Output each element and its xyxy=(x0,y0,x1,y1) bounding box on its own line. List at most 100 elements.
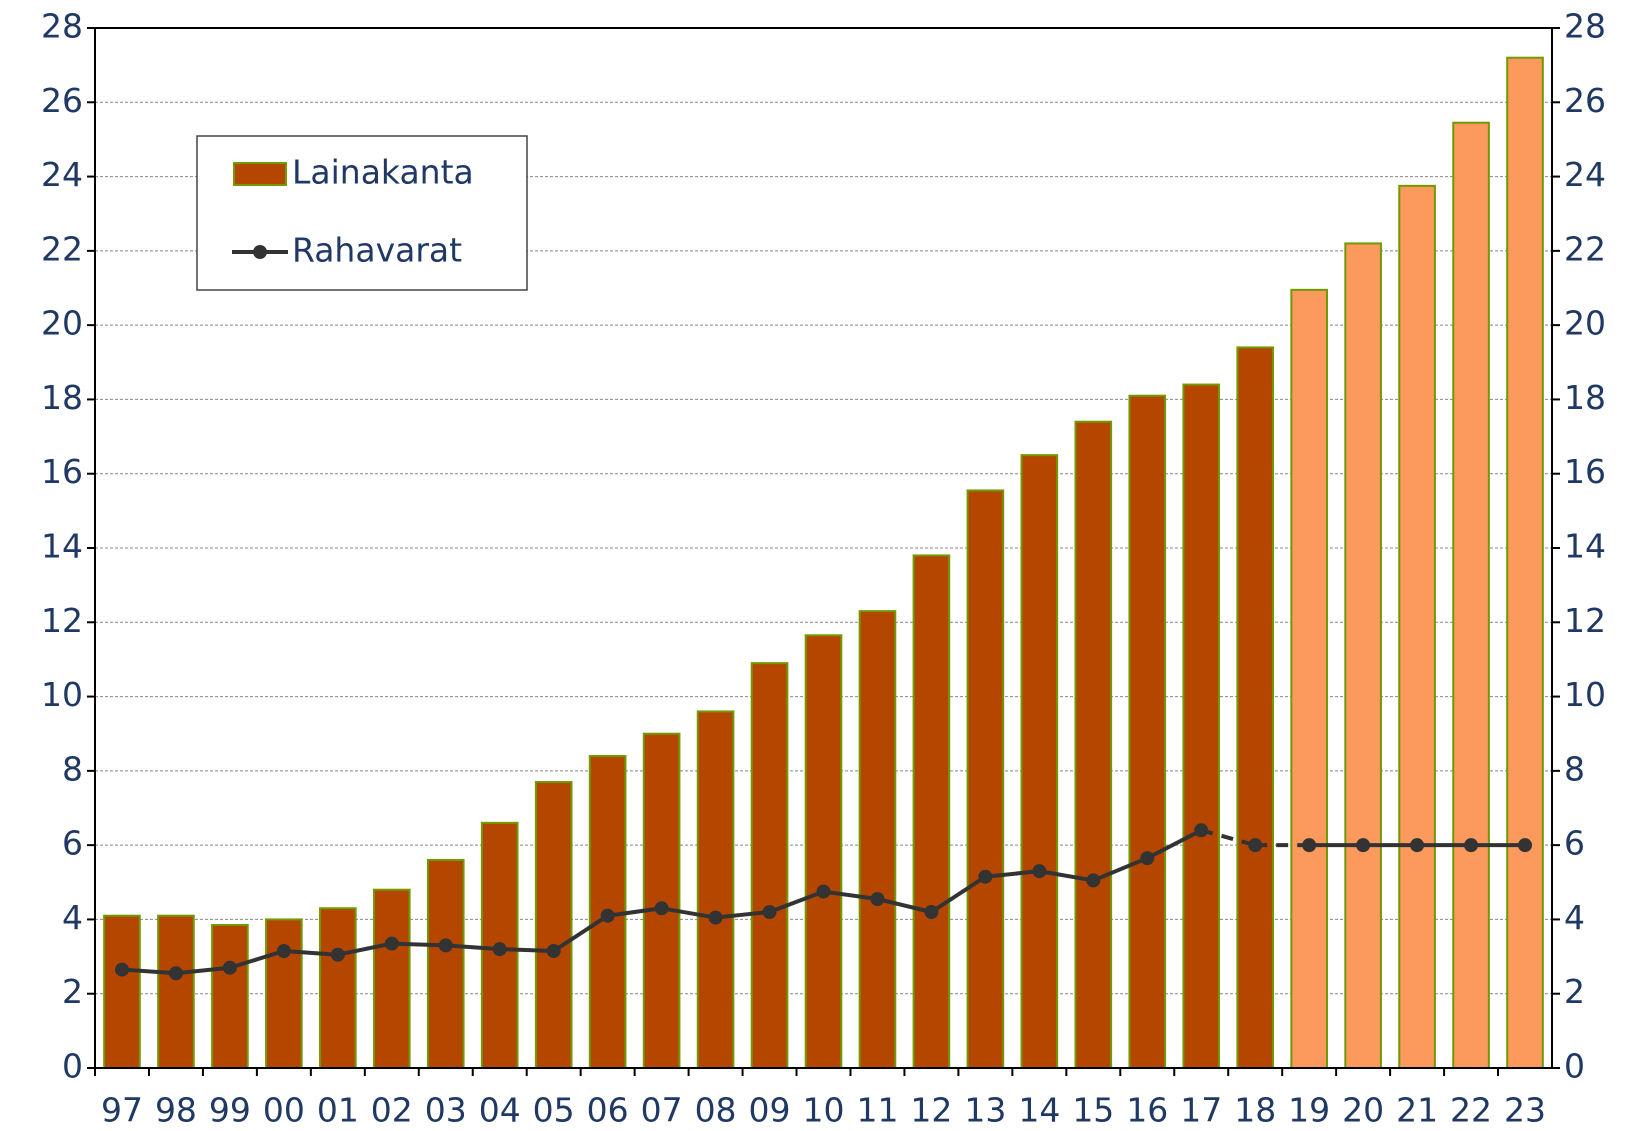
bar xyxy=(265,918,303,1070)
line-segment xyxy=(337,941,393,957)
line-marker xyxy=(330,947,345,962)
y2-tick-label: 2 xyxy=(1564,972,1585,1011)
line-marker xyxy=(1410,838,1425,853)
y-tick-label: 2 xyxy=(62,972,83,1011)
line-marker xyxy=(546,944,561,958)
line-marker xyxy=(1302,838,1317,853)
y2-tick-label: 0 xyxy=(1564,1047,1585,1086)
bar xyxy=(642,732,681,1069)
x-tick-label: 06 xyxy=(587,1091,629,1130)
y2-tick-label: 6 xyxy=(1564,824,1585,863)
line-marker xyxy=(1464,838,1479,853)
line-marker xyxy=(222,960,237,975)
line-marker xyxy=(1356,838,1371,853)
line-marker xyxy=(384,936,399,951)
x-tick-label: 99 xyxy=(209,1091,251,1130)
line-marker xyxy=(114,962,129,977)
line-marker xyxy=(1086,873,1101,888)
line-marker xyxy=(276,944,291,958)
y-tick-label: 10 xyxy=(41,675,83,714)
bar xyxy=(1236,346,1275,1069)
bar xyxy=(696,710,735,1070)
line-segment xyxy=(552,914,609,953)
line-segment xyxy=(283,949,338,957)
line-marker xyxy=(1248,838,1263,853)
line-marker xyxy=(600,908,615,923)
x-tick-label: 22 xyxy=(1450,1091,1492,1130)
x-tick-label: 08 xyxy=(695,1091,737,1130)
bar xyxy=(1290,288,1328,1070)
y-tick-label: 12 xyxy=(41,601,83,640)
legend-label: Lainakanta xyxy=(292,153,474,192)
y2-tick-label: 24 xyxy=(1564,155,1606,194)
y2-tick-label: 12 xyxy=(1564,601,1606,640)
bar xyxy=(372,888,411,1070)
x-tick-label: 03 xyxy=(425,1091,467,1130)
x-tick-label: 10 xyxy=(803,1091,845,1130)
x-tick-label: 14 xyxy=(1018,1091,1060,1130)
y2-tick-label: 16 xyxy=(1564,452,1606,491)
line-segment xyxy=(715,910,770,920)
bar xyxy=(858,610,897,1070)
y-tick-label: 16 xyxy=(41,452,83,491)
y2-tick-label: 20 xyxy=(1564,304,1606,343)
y2-tick-label: 14 xyxy=(1564,527,1606,566)
y-tick-label: 14 xyxy=(41,527,83,566)
y-tick-label: 26 xyxy=(41,81,83,120)
legend-label: Rahavarat xyxy=(292,231,462,270)
line-segment xyxy=(175,965,231,976)
bar xyxy=(1452,121,1490,1069)
bar xyxy=(1074,420,1113,1069)
line-segment xyxy=(930,875,987,914)
y-tick-label: 20 xyxy=(41,304,83,343)
x-tick-label: 12 xyxy=(910,1091,952,1130)
line-marker xyxy=(1140,851,1155,866)
y2-tick-label: 4 xyxy=(1564,898,1585,937)
x-tick-label: 09 xyxy=(749,1091,791,1130)
line-marker xyxy=(816,884,831,899)
bar xyxy=(750,662,789,1070)
line-segment xyxy=(876,897,932,914)
line-segment xyxy=(445,943,500,952)
bar xyxy=(804,634,843,1069)
y-tick-label: 0 xyxy=(62,1047,83,1086)
line-marker xyxy=(978,869,993,884)
line-marker xyxy=(168,966,183,981)
line-segment xyxy=(391,941,446,948)
bar xyxy=(1020,454,1059,1069)
line-segment xyxy=(1092,856,1149,883)
bar xyxy=(966,489,1005,1069)
y-tick-label: 18 xyxy=(41,378,83,417)
line-marker xyxy=(492,942,507,957)
x-tick-label: 02 xyxy=(371,1091,413,1130)
line-marker xyxy=(708,910,723,925)
x-tick-label: 16 xyxy=(1126,1091,1168,1130)
y2-tick-label: 8 xyxy=(1564,749,1585,788)
bar xyxy=(1182,383,1221,1070)
bar xyxy=(157,914,195,1070)
line-marker xyxy=(1032,864,1047,879)
x-tick-label: 07 xyxy=(641,1091,683,1130)
line-segment xyxy=(1146,828,1203,860)
line-marker xyxy=(1194,823,1209,838)
bar xyxy=(534,781,573,1069)
y2-tick-label: 18 xyxy=(1564,378,1606,417)
x-tick-label: 01 xyxy=(317,1091,359,1130)
y-tick-label: 28 xyxy=(41,7,83,46)
line-segment xyxy=(1039,869,1094,883)
y-tick-label: 22 xyxy=(41,229,83,268)
y-tick-label: 4 xyxy=(62,898,83,937)
x-tick-label: 15 xyxy=(1072,1091,1114,1130)
y2-tick-label: 26 xyxy=(1564,81,1606,120)
line-segment xyxy=(607,906,662,918)
x-tick-label: 04 xyxy=(479,1091,521,1130)
line-segment xyxy=(499,947,554,953)
x-tick-label: 18 xyxy=(1234,1091,1276,1130)
x-tick-label: 98 xyxy=(155,1091,197,1130)
line-marker xyxy=(1518,838,1533,853)
y-tick-label: 6 xyxy=(62,824,83,863)
bar xyxy=(103,914,141,1070)
y2-tick-label: 28 xyxy=(1564,7,1606,46)
x-tick-label: 20 xyxy=(1342,1091,1384,1130)
